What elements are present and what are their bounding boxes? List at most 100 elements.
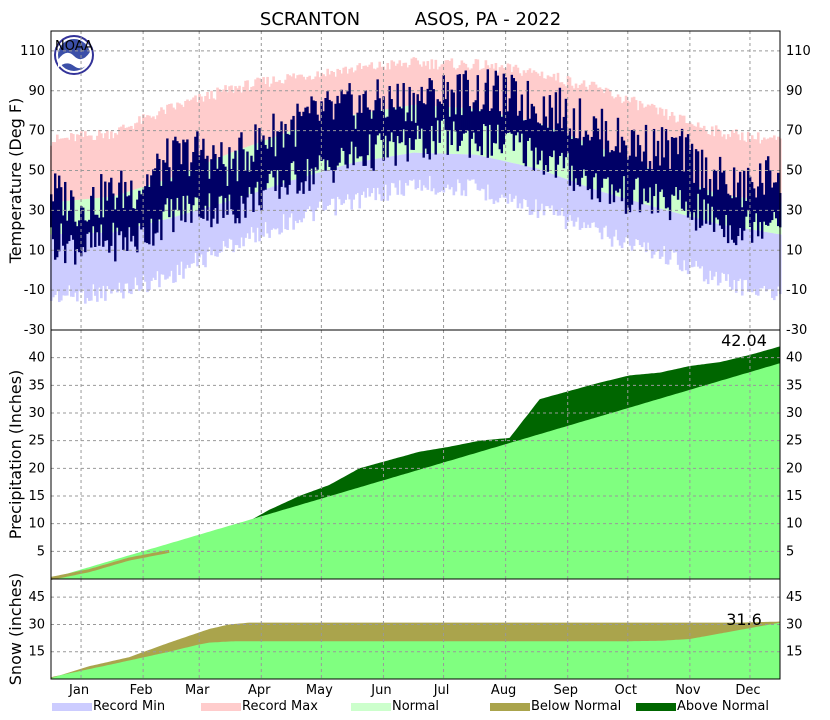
observed-temp-bar <box>390 99 393 133</box>
record-min-bar <box>512 163 516 199</box>
observed-temp-bar <box>236 181 239 219</box>
y-tick-label: 25 <box>28 434 45 449</box>
record-min-bar <box>554 175 558 211</box>
record-min-bar <box>146 223 149 293</box>
record-max-bar <box>344 66 348 117</box>
observed-temp-bar <box>674 137 678 187</box>
month-label: Mar <box>185 683 210 698</box>
record-max-bar <box>638 100 642 165</box>
observed-temp-bar <box>334 103 337 171</box>
observed-temp-bar <box>92 186 95 227</box>
normal-bar <box>510 116 514 163</box>
record-min-bar <box>532 167 536 212</box>
observed-temp-bar <box>708 178 712 225</box>
record-min-bar <box>160 220 163 275</box>
record-min-bar <box>170 217 173 271</box>
record-min-bar <box>670 211 674 251</box>
record-min-bar <box>404 153 408 183</box>
record-max-bar <box>64 137 67 202</box>
observed-temp-bar <box>392 107 395 143</box>
observed-temp-bar <box>448 116 451 131</box>
record-min-bar <box>378 158 382 195</box>
observed-temp-bar <box>242 149 245 204</box>
observed-temp-bar <box>126 196 129 251</box>
observed-temp-bar <box>308 113 311 191</box>
observed-temp-bar <box>648 161 652 188</box>
record-min-bar <box>228 201 231 239</box>
record-min-bar <box>738 227 742 279</box>
record-min-bar <box>716 223 720 286</box>
observed-temp-bar <box>156 153 159 233</box>
observed-temp-bar <box>254 124 257 188</box>
y-tick-label-right: 10 <box>786 517 803 532</box>
record-max-bar <box>490 64 494 113</box>
record-min-bar <box>552 174 556 215</box>
record-min-bar <box>594 189 598 228</box>
record-max-bar <box>762 137 766 201</box>
record-max-bar <box>516 67 520 119</box>
normal-bar <box>420 105 424 153</box>
record-max-bar <box>106 130 109 198</box>
record-min-bar <box>638 202 642 246</box>
observed-temp-bar <box>458 74 461 146</box>
record-min-bar <box>376 158 380 188</box>
record-min-bar <box>120 230 123 293</box>
record-max-bar <box>248 90 251 147</box>
observed-temp-bar <box>530 103 534 151</box>
record-max-bar <box>604 87 608 150</box>
record-min-bar <box>322 171 325 212</box>
normal-bar <box>444 106 448 154</box>
record-min-bar <box>206 207 209 253</box>
observed-temp-bar <box>82 207 85 248</box>
record-max-bar <box>768 137 772 202</box>
record-max-bar <box>568 77 572 136</box>
observed-temp-bar <box>132 208 135 236</box>
observed-temp-bar <box>228 147 231 195</box>
record-min-bar <box>274 185 277 230</box>
record-min-bar <box>590 188 594 223</box>
record-max-bar <box>164 113 167 180</box>
record-min-bar <box>392 155 396 184</box>
normal-bar <box>660 173 664 209</box>
observed-temp-bar <box>750 182 754 243</box>
observed-temp-bar <box>286 133 289 195</box>
normal-bar <box>552 129 556 175</box>
record-max-bar <box>254 79 257 144</box>
record-min-bar <box>96 232 99 302</box>
record-min-bar <box>692 217 696 267</box>
observed-temp-bar <box>230 169 233 210</box>
record-min-bar <box>760 231 764 289</box>
observed-temp-bar <box>670 137 674 195</box>
record-min-bar <box>466 154 470 180</box>
observed-temp-bar <box>362 93 365 166</box>
record-max-bar <box>448 60 452 108</box>
record-max-bar <box>470 68 474 109</box>
record-min-bar <box>156 221 159 272</box>
record-max-bar <box>198 94 201 166</box>
observed-temp-bar <box>702 187 706 200</box>
y-tick-label: -10 <box>24 283 45 298</box>
observed-temp-bar <box>178 143 181 211</box>
observed-temp-bar <box>636 134 640 178</box>
observed-temp-bar <box>298 111 301 191</box>
observed-temp-bar <box>632 129 636 190</box>
observed-temp-bar <box>266 148 269 184</box>
observed-temp-bar <box>256 149 259 182</box>
record-min-bar <box>98 232 101 288</box>
record-min-bar <box>636 202 640 241</box>
record-min-bar <box>654 207 658 252</box>
observed-temp-bar <box>742 170 746 231</box>
record-min-bar <box>412 152 416 180</box>
record-max-bar <box>82 137 85 200</box>
month-label: Sep <box>553 683 578 698</box>
observed-temp-bar <box>704 157 708 224</box>
record-max-bar <box>408 65 412 106</box>
y-tick-label-right: 15 <box>786 489 803 504</box>
snow-normal-area <box>51 622 780 679</box>
record-max-bar <box>444 60 448 107</box>
record-min-bar <box>374 158 378 201</box>
record-max-bar <box>544 78 548 126</box>
record-max-bar <box>188 100 191 171</box>
observed-temp-bar <box>474 100 477 144</box>
record-max-bar <box>138 116 141 189</box>
